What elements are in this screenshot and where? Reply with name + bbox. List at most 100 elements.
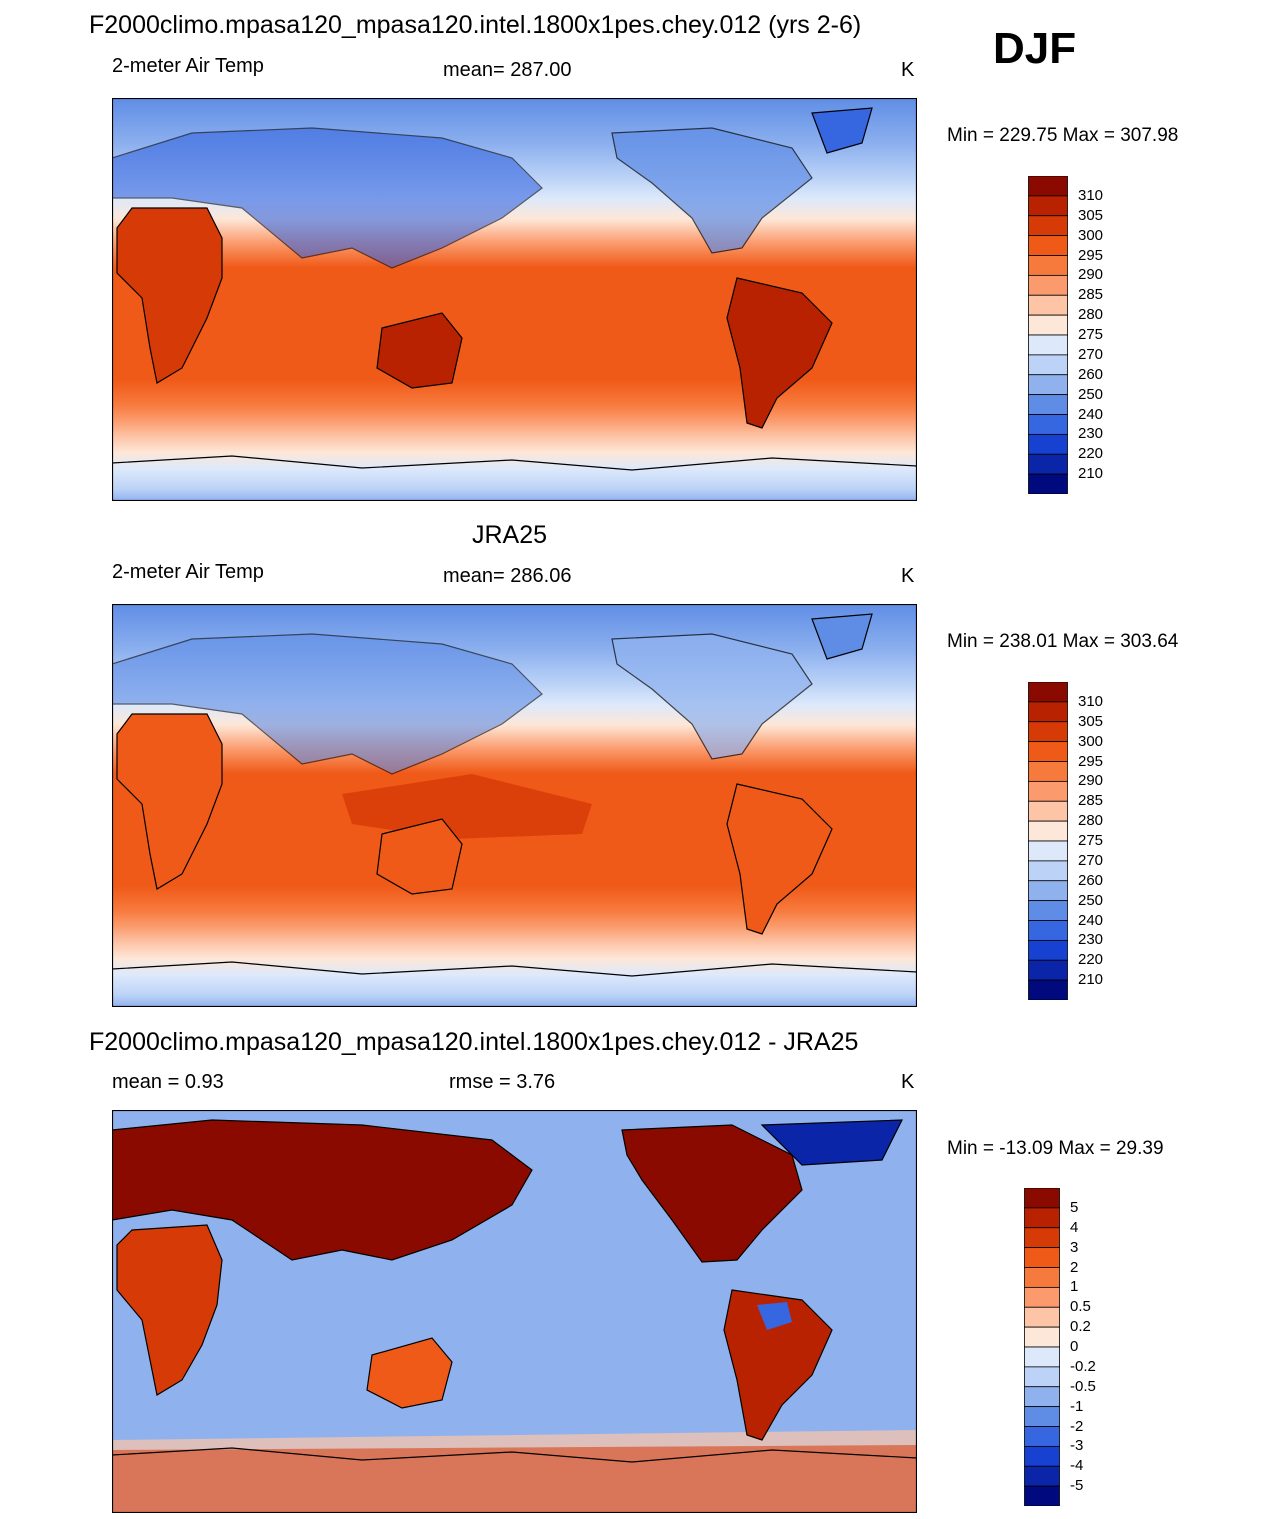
panel2-colorbar-tick-label: 250 [1078,891,1104,909]
panel2-colorbar-labels: 310 305 300 295 290 285 280 275 270 260 250 240 230 2… [1078,682,1138,1000]
panel2-colorbar-tick-label: 285 [1078,792,1104,810]
panel1-mean-label: mean= 287.00 [443,59,572,81]
panel1-colorbar-tick-label: 275 [1078,326,1104,343]
panel2-colorbar-tick-label: 295 [1078,752,1104,770]
panel3-map [112,1110,917,1513]
panel2-colorbar-tick-label: 290 [1078,772,1104,790]
panel3-colorbar-swatch [1024,1188,1060,1209]
panel1-colorbar-tick-label: 270 [1078,345,1104,363]
panel2-units-label: K [901,565,915,587]
panel1-colorbar-swatch [1028,334,1068,356]
panel3-colorbar-tick-label: -3 [1070,1437,1084,1455]
panel1-colorbar-tick-label: 260 [1078,365,1104,383]
panel3-eurasia-land [112,1119,533,1261]
panel1-colorbar-labels: 310 305 300 295 290 285 280 275 270 260 250 240 230 2… [1078,176,1138,494]
panel3-colorbar-tick-label: -1 [1070,1397,1084,1415]
panel2-colorbar-swatch [1028,880,1068,902]
panel1-colorbar-swatch [1028,453,1068,475]
panel2-colorbar-tick-label: 275 [1078,832,1104,849]
panel2-colorbar-swatch [1028,900,1068,921]
panel2-africa-land [116,713,223,890]
panel3-colorbar-tick-label: 0.2 [1070,1318,1091,1336]
panel1-colorbar-tick-label: 280 [1078,306,1104,324]
panel3-colorbar-swatch [1024,1426,1060,1447]
panel3-south-america-land [723,1289,833,1441]
panel1-colorbar-tick-label: 290 [1078,266,1104,284]
panel2-colorbar-tick-label: 305 [1078,712,1104,730]
panel2-colorbar-swatch [1028,721,1068,743]
panel2-map-border [112,604,917,1007]
panel2-south-america-land [726,783,833,935]
panel1-colorbar-swatch [1028,433,1068,455]
panel2-colorbar-swatch [1028,761,1068,782]
panel3-colorbar-swatch [1024,1485,1060,1506]
panel2-colorbar-tick-label: 310 [1078,692,1104,710]
panel3-colorbar-swatch [1024,1247,1060,1268]
panel2-antarctica-coast [112,961,917,977]
panel3-colorbar-tick-label: 2 [1070,1258,1079,1276]
panel3-colorbar-swatch [1024,1207,1060,1229]
panel1-colorbar-swatch [1028,473,1068,494]
panel2-variable-label: 2-meter Air Temp [112,561,264,583]
panel3-colorbar-swatch [1024,1445,1060,1467]
panel2-title: JRA25 [472,521,548,549]
panel1-colorbar-swatch [1028,374,1068,396]
panel2-colorbar-swatch [1028,939,1068,961]
panel1-colorbar [1028,176,1068,494]
panel1-colorbar-tick-label: 250 [1078,385,1104,403]
panel2-colorbar-tick-label: 300 [1078,732,1104,750]
panel1-colorbar-swatch [1028,294,1068,316]
panel1-title: F2000climo.mpasa120_mpasa120.intel.1800x… [89,11,862,39]
panel3-colorbar [1024,1188,1060,1506]
panel2-colorbar-tick-label: 220 [1078,951,1104,969]
panel2-colorbar-swatch [1028,800,1068,822]
panel1-colorbar-tick-label: 210 [1078,465,1104,483]
panel3-colorbar-tick-label: 4 [1070,1218,1079,1236]
panel1-variable-label: 2-meter Air Temp [112,55,264,77]
panel2-north-america-land [611,633,813,760]
panel3-colorbar-tick-label: 3 [1070,1238,1079,1256]
panel2-map [112,604,917,1007]
panel1-colorbar-swatch [1028,394,1068,415]
panel1-antarctica-coast [112,455,917,471]
panel1-africa-land [116,207,223,384]
panel3-units-label: K [901,1071,915,1093]
panel3-north-america-land [621,1124,803,1263]
panel3-map-border [112,1110,917,1513]
panel2-mean-label: mean= 286.06 [443,565,572,587]
panel1-colorbar-swatch [1028,314,1068,336]
panel2-colorbar-tick-label: 240 [1078,911,1104,929]
panel1-colorbar-swatch [1028,215,1068,237]
panel3-africa-land [116,1224,223,1396]
panel1-colorbar-tick-label: 305 [1078,206,1104,224]
panel2-colorbar-swatch [1028,840,1068,862]
panel3-colorbar-tick-label: 5 [1070,1198,1079,1216]
panel2-colorbar-swatch [1028,959,1068,981]
panel3-antarctica-land [112,1445,917,1513]
panel1-units-label: K [901,59,915,81]
panel3-colorbar-tick-label: -4 [1070,1457,1084,1475]
panel2-minmax: Min = 238.01 Max = 303.64 [947,631,1179,652]
panel1-south-america-land [726,277,833,429]
panel2-colorbar-swatch [1028,741,1068,762]
panel2-colorbar-tick-label: 280 [1078,812,1104,830]
panel2-colorbar-swatch [1028,820,1068,842]
panel2-colorbar-tick-label: 230 [1078,931,1104,949]
panel3-colorbar-tick-label: 1 [1070,1278,1079,1296]
panel3-colorbar-swatch [1024,1366,1060,1388]
season-label: DJF [993,24,1077,73]
panel3-colorbar-swatch [1024,1286,1060,1308]
panel1-map [112,98,917,501]
panel3-colorbar-tick-label: 0 [1070,1338,1079,1355]
panel3-title: F2000climo.mpasa120_mpasa120.intel.1800x… [89,1028,859,1056]
panel1-greenland-land [811,107,873,154]
panel2-colorbar-tick-label: 270 [1078,851,1104,869]
panel2-colorbar-swatch [1028,920,1068,941]
panel3-colorbar-swatch [1024,1227,1060,1249]
panel1-colorbar-swatch [1028,414,1068,435]
panel2-colorbar-swatch [1028,682,1068,703]
panel2-colorbar [1028,682,1068,1000]
panel3-australia-land [366,1337,453,1409]
panel3-mean-label: mean = 0.93 [112,1071,224,1093]
panel1-colorbar-tick-label: 240 [1078,405,1104,423]
